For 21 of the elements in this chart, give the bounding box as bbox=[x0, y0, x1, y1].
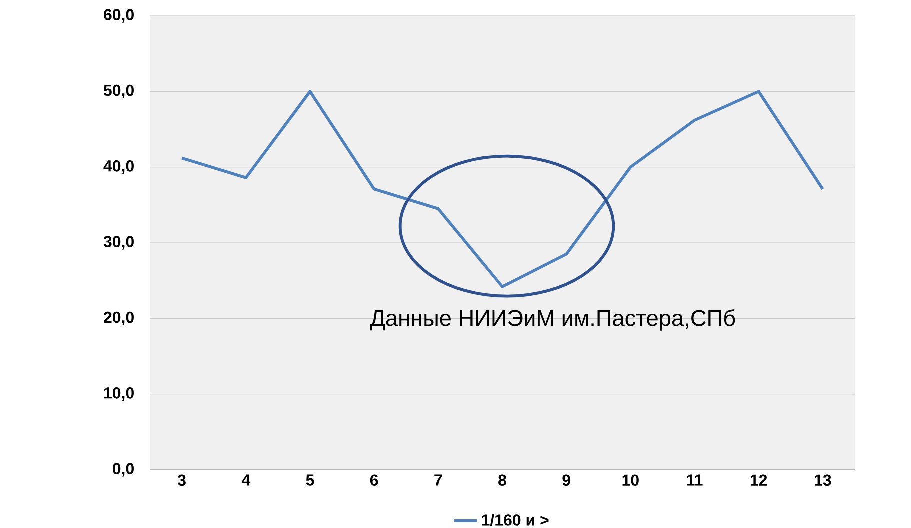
legend-label: 1/160 и > bbox=[482, 514, 549, 526]
x-tick-label: 4 bbox=[242, 474, 250, 486]
y-tick-label: 30,0 bbox=[104, 236, 134, 250]
x-tick-label: 3 bbox=[178, 474, 186, 486]
y-tick-label: 0,0 bbox=[113, 463, 134, 477]
y-tick-label: 40,0 bbox=[104, 160, 134, 174]
line-series bbox=[180, 90, 824, 288]
x-tick-label: 9 bbox=[562, 474, 570, 486]
y-tick-label: 50,0 bbox=[104, 84, 134, 98]
x-tick-label: 10 bbox=[622, 474, 639, 486]
x-tick-label: 7 bbox=[434, 474, 442, 486]
y-tick-label: 10,0 bbox=[104, 388, 134, 402]
x-tick-label: 12 bbox=[750, 474, 768, 486]
x-tick-label: 5 bbox=[306, 474, 314, 486]
x-tick-label: 6 bbox=[370, 474, 378, 486]
x-tick-label: 8 bbox=[498, 474, 506, 486]
annotation: Данные НИИЭиМ им.Пастера,СПб bbox=[370, 310, 736, 331]
y-tick-label: 60,0 bbox=[104, 9, 134, 23]
y-tick-label: 20,0 bbox=[104, 312, 134, 326]
x-tick-label: 13 bbox=[815, 474, 832, 486]
x-tick-label: 11 bbox=[687, 474, 703, 486]
